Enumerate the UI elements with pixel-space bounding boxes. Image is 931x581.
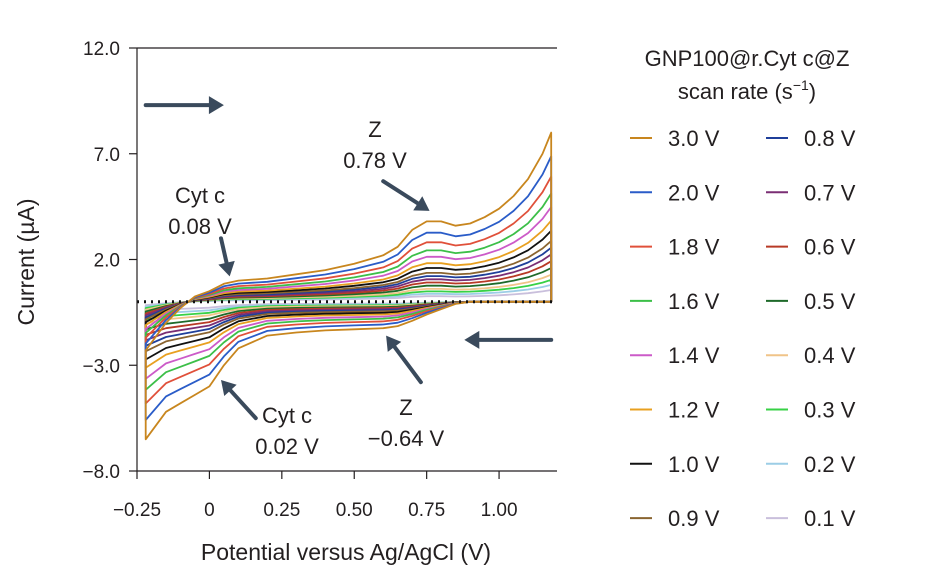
legend-title-superscript: −1 [793, 77, 809, 93]
legend-entry-14: 1.4 V [630, 343, 720, 368]
y-tick-label: −8.0 [82, 462, 120, 483]
scan-direction-arrows [143, 96, 554, 349]
cv-curves [144, 131, 553, 441]
y-axis-label: Current (µA) [13, 199, 39, 326]
annotation-cyt-red-name: Cyt c [262, 403, 312, 428]
annotation-z-red-arrow-shaft [390, 342, 423, 385]
plot-frame-lines [136, 47, 557, 472]
annotation-z-ox-name: Z [368, 117, 381, 142]
legend-title-close: ) [809, 79, 816, 104]
annotation-cyt-ox-arrow-shaft [219, 236, 230, 268]
annotation-cyt-red-arrow [221, 380, 258, 421]
legend-label: 2.0 V [668, 180, 720, 205]
annotation-z-ox-potential: 0.78 V [343, 148, 407, 173]
scan-arrow-reverse-head [464, 330, 480, 349]
legend-label: 1.0 V [668, 452, 720, 477]
legend-entry-04: 0.4 V [766, 343, 856, 368]
annotation-cyt-ox-arrow-head [218, 260, 235, 277]
annotation-cyt-red-arrow-head [221, 380, 237, 397]
legend-entry-07: 0.7 V [766, 180, 856, 205]
legend-label: 0.5 V [804, 289, 856, 314]
legend-label: 1.2 V [668, 398, 720, 423]
legend: GNP100@r.Cyt c@Z scan rate (s−1) 3.0 V 2.… [630, 46, 856, 531]
x-tick-label: 0 [204, 500, 215, 521]
annotation-z-ox-arrow [381, 179, 430, 211]
x-tick-label: 0.25 [263, 500, 300, 521]
legend-label: 1.4 V [668, 343, 720, 368]
scan-arrow-forward [143, 96, 224, 115]
annotation-z-red-arrow [386, 335, 423, 385]
legend-label: 0.7 V [804, 180, 856, 205]
legend-entry-03: 0.3 V [766, 398, 856, 423]
legend-entry-18: 1.8 V [630, 235, 720, 260]
legend-entry-12: 1.2 V [630, 398, 720, 423]
legend-label: 0.8 V [804, 126, 856, 151]
legend-label: 1.6 V [668, 289, 720, 314]
x-tick-label: −0.25 [113, 500, 161, 521]
legend-entry-01: 0.1 V [766, 506, 856, 531]
x-tick-label: 0.50 [336, 500, 373, 521]
legend-label: 3.0 V [668, 126, 720, 151]
peak-annotations: Cyt c 0.08 V Z 0.78 V Cyt c 0.02 V Z −0.64 V [168, 117, 444, 459]
y-tick-label: −3.0 [82, 356, 120, 377]
legend-label: 1.8 V [668, 235, 720, 260]
y-tick-label: 2.0 [94, 251, 120, 272]
scan-arrow-forward-head [208, 96, 224, 115]
annotation-z-red-name: Z [399, 395, 412, 420]
annotation-cyt-ox-arrow [218, 236, 235, 277]
legend-entry-02: 0.2 V [766, 452, 856, 477]
legend-entry-30: 3.0 V [630, 126, 720, 151]
legend-entry-08: 0.8 V [766, 126, 856, 151]
annotation-z-ox-arrow-shaft [381, 179, 423, 207]
plot-frame [136, 47, 557, 472]
legend-label: 0.3 V [804, 398, 856, 423]
annotation-cyt-red-arrow-shaft [226, 386, 258, 421]
legend-items: 3.0 V 2.0 V 1.8 V 1.6 V 1.4 V 1.2 V 1.0 V 0.9 V… [630, 126, 856, 531]
legend-entry-20: 2.0 V [630, 180, 720, 205]
scan-arrow-reverse [464, 330, 554, 349]
annotation-cyt-ox-name: Cyt c [175, 183, 225, 208]
x-axis-ticks: −0.25 0 0.25 0.50 0.75 1.00 [113, 471, 518, 521]
legend-title-line2: scan rate (s−1) [678, 77, 816, 104]
legend-label: 0.9 V [668, 506, 720, 531]
annotation-z-red-arrow-head [386, 335, 402, 352]
legend-entry-05: 0.5 V [766, 289, 856, 314]
x-axis-label: Potential versus Ag/AgCl (V) [201, 539, 491, 565]
legend-label: 0.4 V [804, 343, 856, 368]
legend-label: 0.1 V [804, 506, 856, 531]
legend-entry-10: 1.0 V [630, 452, 720, 477]
annotation-z-ox-arrow-head [413, 196, 430, 211]
legend-title-line1: GNP100@r.Cyt c@Z [645, 46, 850, 71]
annotation-z-red-potential: −0.64 V [368, 426, 445, 451]
annotation-cyt-red-potential: 0.02 V [255, 434, 319, 459]
x-tick-label: 1.00 [481, 500, 518, 521]
y-tick-label: 12.0 [83, 39, 120, 60]
x-tick-label: 0.75 [408, 500, 445, 521]
legend-entry-16: 1.6 V [630, 289, 720, 314]
y-axis-ticks: 12.0 7.0 2.0 −3.0 −8.0 [82, 39, 137, 483]
legend-entry-09: 0.9 V [630, 506, 720, 531]
y-tick-label: 7.0 [94, 145, 120, 166]
legend-label: 0.2 V [804, 452, 856, 477]
annotation-cyt-ox-potential: 0.08 V [168, 214, 232, 239]
legend-label: 0.6 V [804, 235, 856, 260]
legend-entry-06: 0.6 V [766, 235, 856, 260]
legend-title-text: scan rate (s [678, 79, 793, 104]
